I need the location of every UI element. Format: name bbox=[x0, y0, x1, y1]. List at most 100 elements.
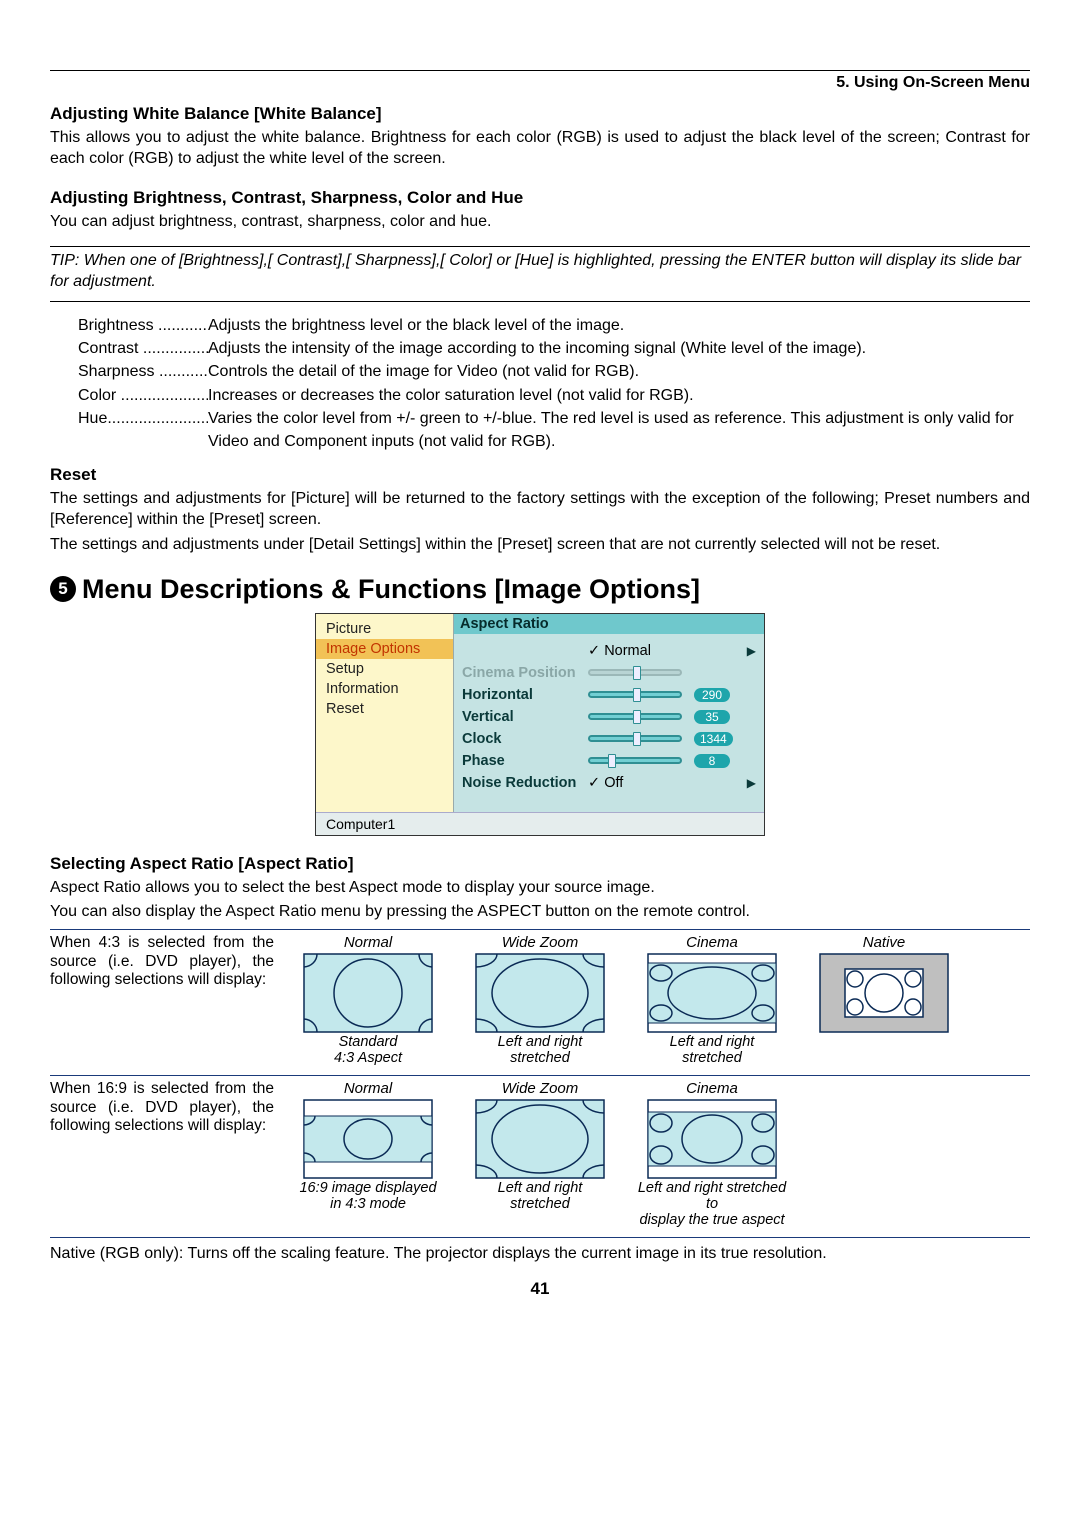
definition-row: Hue........................Varies the co… bbox=[78, 407, 1030, 453]
page-number: 41 bbox=[50, 1279, 1030, 1299]
osd-noise-label: Noise Reduction bbox=[462, 775, 582, 791]
aspect-cell: Wide Zoom Left and rightstretched bbox=[454, 1080, 626, 1213]
aspect-icon bbox=[303, 1099, 433, 1179]
triangle-right-icon: ▶ bbox=[747, 644, 756, 658]
osd-aspect-row: Normal ▶ bbox=[462, 640, 756, 662]
aspect-col-sub: Left and rightstretched bbox=[460, 1035, 620, 1067]
definition-row: Brightness ............Adjusts the brigh… bbox=[78, 314, 1030, 337]
definition-row: Sharpness .............Controls the deta… bbox=[78, 360, 1030, 383]
aspect-col-sub: Left and rightstretched bbox=[632, 1035, 792, 1067]
section-title: 5 Menu Descriptions & Functions [Image O… bbox=[50, 574, 1030, 605]
osd-v-label: Vertical bbox=[462, 709, 582, 725]
aspect-col-sub: Standard4:3 Aspect bbox=[288, 1035, 448, 1067]
reset-heading: Reset bbox=[50, 465, 1030, 485]
section-number-icon: 5 bbox=[50, 576, 76, 602]
aspect-icon bbox=[303, 953, 433, 1033]
aspect-row-desc: When 16:9 is selected from the source (i… bbox=[50, 1080, 282, 1136]
aspect-table: When 4:3 is selected from the source (i.… bbox=[50, 929, 1030, 1238]
osd-h-value: 290 bbox=[694, 688, 730, 702]
osd-panel-heading: Aspect Ratio bbox=[454, 614, 764, 634]
osd-right-panel: Aspect Ratio Normal ▶ Cinema Position Ho… bbox=[454, 614, 764, 812]
aspect-col-head: Cinema bbox=[632, 934, 792, 951]
def-desc: Controls the detail of the image for Vid… bbox=[208, 360, 1030, 383]
def-desc: Varies the color level from +/- green to… bbox=[208, 407, 1030, 453]
aspect-col-sub: Left and right stretched todisplay the t… bbox=[632, 1181, 792, 1229]
aspect-cell: Cinema Left and right stretched todispla… bbox=[626, 1080, 798, 1229]
definitions-list: Brightness ............Adjusts the brigh… bbox=[78, 314, 1030, 453]
aspect-col-head: Wide Zoom bbox=[460, 1080, 620, 1097]
aspect-icon bbox=[647, 1099, 777, 1179]
aspect-p2: You can also display the Aspect Ratio me… bbox=[50, 902, 1030, 923]
osd-h-slider bbox=[588, 691, 682, 698]
def-term: Sharpness ............. bbox=[78, 360, 208, 383]
aspect-cell: Normal 16:9 image displayedin 4:3 mode bbox=[282, 1080, 454, 1213]
aspect-cell: Wide Zoom Left and rightstretched bbox=[454, 934, 626, 1067]
osd-cinema-slider bbox=[588, 669, 682, 676]
wb-body: This allows you to adjust the white bala… bbox=[50, 128, 1030, 170]
tip-text: TIP: When one of [Brightness],[ Contrast… bbox=[50, 251, 1030, 293]
osd-aspect-value: Normal bbox=[588, 643, 668, 659]
definition-row: Color .....................Increases or … bbox=[78, 384, 1030, 407]
aspect-cell: Normal Standard4:3 Aspect bbox=[282, 934, 454, 1067]
osd-vertical-row: Vertical 35 bbox=[462, 706, 756, 728]
osd-clock-row: Clock 1344 bbox=[462, 728, 756, 750]
osd-h-label: Horizontal bbox=[462, 687, 582, 703]
osd-left-menu: PictureImage OptionsSetupInformationRese… bbox=[316, 614, 454, 812]
aspect-col-head bbox=[804, 1080, 964, 1097]
aspect-row-desc: When 4:3 is selected from the source (i.… bbox=[50, 934, 282, 990]
reset-p1: The settings and adjustments for [Pictur… bbox=[50, 489, 1030, 531]
aspect-cell: Cinema Left and rightstretched bbox=[626, 934, 798, 1067]
native-note: Native (RGB only): Turns off the scaling… bbox=[50, 1244, 1030, 1265]
osd-left-item: Information bbox=[316, 679, 453, 699]
aspect-cell bbox=[798, 1080, 970, 1099]
chapter-label: 5. Using On-Screen Menu bbox=[50, 74, 1030, 92]
osd-cinema-row: Cinema Position bbox=[462, 662, 756, 684]
reset-p2: The settings and adjustments under [Deta… bbox=[50, 535, 1030, 556]
aspect-icon bbox=[475, 1099, 605, 1179]
aspect-col-sub: 16:9 image displayedin 4:3 mode bbox=[288, 1181, 448, 1213]
osd-noise-row: Noise Reduction Off ▶ bbox=[462, 772, 756, 794]
header-rule bbox=[50, 70, 1030, 71]
def-term: Color ..................... bbox=[78, 384, 208, 407]
aspect-heading: Selecting Aspect Ratio [Aspect Ratio] bbox=[50, 854, 1030, 874]
def-desc: Adjusts the intensity of the image accor… bbox=[208, 337, 1030, 360]
adj-heading: Adjusting Brightness, Contrast, Sharpnes… bbox=[50, 188, 1030, 208]
aspect-icon bbox=[647, 953, 777, 1033]
osd-cinema-label: Cinema Position bbox=[462, 665, 582, 681]
aspect-col-head: Normal bbox=[288, 1080, 448, 1097]
osd-left-item: Setup bbox=[316, 659, 453, 679]
osd-clock-value: 1344 bbox=[694, 732, 733, 746]
aspect-icon bbox=[475, 953, 605, 1033]
def-desc: Increases or decreases the color saturat… bbox=[208, 384, 1030, 407]
section-title-text: Menu Descriptions & Functions [Image Opt… bbox=[82, 574, 700, 605]
osd-v-value: 35 bbox=[694, 710, 730, 724]
aspect-row-16-9: When 16:9 is selected from the source (i… bbox=[50, 1076, 1030, 1237]
osd-left-item: Reset bbox=[316, 699, 453, 719]
definition-row: Contrast ................Adjusts the int… bbox=[78, 337, 1030, 360]
aspect-col-head: Cinema bbox=[632, 1080, 792, 1097]
osd-phase-label: Phase bbox=[462, 753, 582, 769]
osd-phase-value: 8 bbox=[694, 754, 730, 768]
osd-left-item: Image Options bbox=[316, 639, 453, 659]
osd-phase-slider bbox=[588, 757, 682, 764]
def-term: Brightness ............ bbox=[78, 314, 208, 337]
osd-phase-row: Phase 8 bbox=[462, 750, 756, 772]
aspect-col-sub: Left and rightstretched bbox=[460, 1181, 620, 1213]
aspect-col-head: Normal bbox=[288, 934, 448, 951]
tip-box: TIP: When one of [Brightness],[ Contrast… bbox=[50, 246, 1030, 302]
def-desc: Adjusts the brightness level or the blac… bbox=[208, 314, 1030, 337]
def-term: Contrast ................ bbox=[78, 337, 208, 360]
aspect-row-4-3: When 4:3 is selected from the source (i.… bbox=[50, 930, 1030, 1075]
def-term: Hue........................ bbox=[78, 407, 208, 453]
aspect-p1: Aspect Ratio allows you to select the be… bbox=[50, 878, 1030, 899]
osd-footer: Computer1 bbox=[316, 812, 764, 835]
aspect-col-head: Native bbox=[804, 934, 964, 951]
osd-v-slider bbox=[588, 713, 682, 720]
aspect-cell: Native bbox=[798, 934, 970, 1035]
aspect-icon bbox=[819, 953, 949, 1033]
osd-clock-slider bbox=[588, 735, 682, 742]
wb-heading: Adjusting White Balance [White Balance] bbox=[50, 104, 1030, 124]
osd-horizontal-row: Horizontal 290 bbox=[462, 684, 756, 706]
osd-left-item: Picture bbox=[316, 619, 453, 639]
adj-body: You can adjust brightness, contrast, sha… bbox=[50, 212, 1030, 233]
